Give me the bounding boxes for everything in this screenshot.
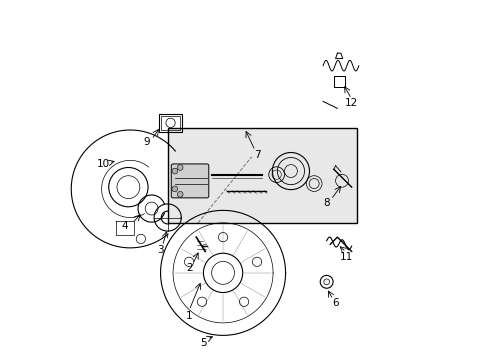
Text: 11: 11 <box>339 252 352 262</box>
Text: 1: 1 <box>185 311 192 321</box>
Text: 10: 10 <box>97 159 110 169</box>
Text: 9: 9 <box>142 138 149 148</box>
FancyBboxPatch shape <box>171 164 208 198</box>
Bar <box>159 114 182 132</box>
Circle shape <box>177 165 183 170</box>
Text: 6: 6 <box>332 298 338 308</box>
Text: 4: 4 <box>122 221 128 231</box>
Text: 12: 12 <box>345 98 358 108</box>
Text: 7: 7 <box>253 150 260 160</box>
Text: 2: 2 <box>185 262 192 273</box>
Circle shape <box>172 168 177 174</box>
Text: 8: 8 <box>323 198 329 208</box>
Circle shape <box>177 192 183 197</box>
Text: 5: 5 <box>200 338 206 347</box>
Circle shape <box>172 186 177 192</box>
Bar <box>160 116 180 130</box>
FancyBboxPatch shape <box>167 128 356 223</box>
Text: 3: 3 <box>157 245 163 255</box>
